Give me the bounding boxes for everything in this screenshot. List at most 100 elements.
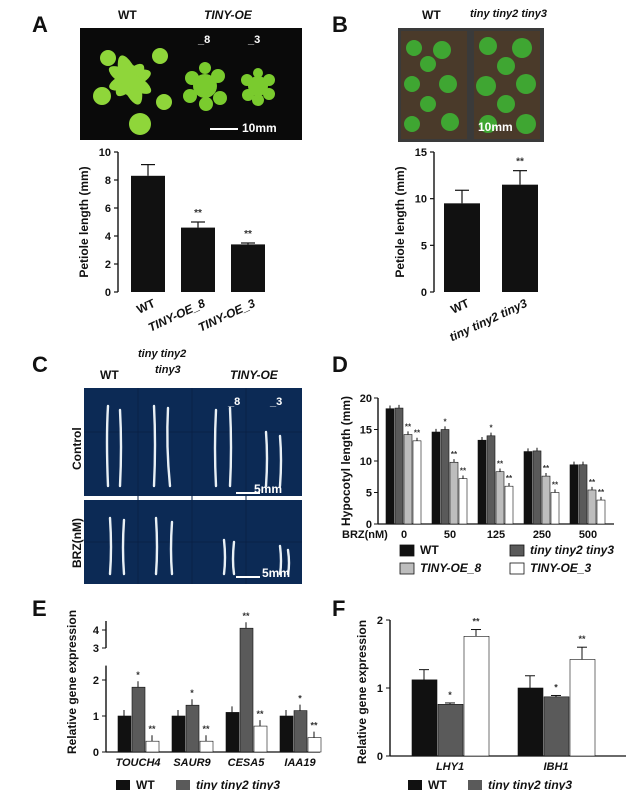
bar — [517, 687, 544, 757]
photo-c-wt-label: WT — [100, 368, 119, 382]
y-axis-label: Relative gene expression — [65, 610, 79, 754]
bar — [431, 431, 441, 525]
legend-label: TINY-OE_3 — [530, 561, 591, 575]
x-tick-label: TINY-OE_3 — [196, 296, 258, 335]
photo-a-oe-label: TINY-OE — [204, 8, 252, 22]
x-axis-label: BRZ(nM) — [342, 529, 388, 541]
bar — [578, 464, 588, 525]
significance-label: ** — [460, 466, 467, 475]
bar — [541, 475, 551, 525]
panel-letter-b: B — [332, 12, 348, 37]
significance-label: * — [443, 417, 447, 426]
significance-label: ** — [242, 611, 250, 621]
bar — [502, 184, 538, 292]
legend-swatch — [408, 780, 422, 790]
y-tick-label: 3 — [93, 643, 99, 655]
x-tick-label: 250 — [533, 529, 551, 541]
photo-c-oe-label: TINY-OE — [230, 368, 278, 382]
significance-label: * — [489, 424, 493, 433]
significance-label: ** — [310, 721, 318, 731]
significance-label: ** — [598, 488, 605, 497]
bar — [131, 686, 146, 753]
y-tick-label: 4 — [93, 625, 100, 637]
significance-label: * — [448, 690, 452, 700]
bar — [385, 408, 395, 525]
photo-c-row-control: Control — [70, 427, 84, 470]
photo-a-line8-label: _8 — [198, 34, 211, 46]
y-axis-label: Petiole length (mm) — [77, 166, 91, 277]
legend-swatch — [116, 780, 130, 790]
bar — [523, 451, 533, 525]
photo-a-rosettes: _8 _3 10mm — [80, 28, 302, 140]
y-tick-label: 2 — [105, 259, 111, 271]
legend-label: WT — [420, 543, 439, 557]
bar — [486, 435, 496, 525]
significance-label: ** — [202, 724, 210, 734]
x-tick-label: 125 — [487, 529, 505, 541]
bar — [293, 710, 308, 753]
significance-label: * — [136, 670, 140, 680]
y-tick-label: 1 — [377, 683, 383, 695]
y-tick-label: 20 — [360, 393, 372, 405]
y-tick-label: 0 — [421, 287, 427, 299]
bar — [279, 715, 294, 753]
bar — [117, 715, 132, 753]
photo-a-scale-label: 10mm — [242, 121, 277, 135]
significance-label: ** — [516, 157, 524, 168]
hypocotyl-image — [84, 388, 302, 584]
x-tick-label: CESA5 — [228, 757, 266, 769]
bar — [253, 725, 268, 753]
significance-label: ** — [543, 464, 550, 473]
bar — [145, 740, 160, 753]
panel-letter-d: D — [332, 352, 348, 377]
y-tick-label: 15 — [360, 425, 372, 437]
photo-c-hypocotyls: _8 _3 5mm 5mm — [84, 388, 302, 584]
legend-swatch — [399, 544, 415, 557]
bar — [171, 715, 186, 753]
bar — [199, 740, 214, 753]
y-tick-label: 1 — [93, 711, 99, 723]
bar — [437, 704, 464, 757]
trays-image — [401, 31, 540, 139]
bar — [225, 712, 240, 753]
photo-c-scale-2: 5mm — [262, 566, 291, 580]
legend-label: tiny tiny2 tiny3 — [488, 778, 572, 790]
y-tick-label: 6 — [105, 203, 111, 215]
x-tick-label: 500 — [579, 529, 597, 541]
significance-label: ** — [256, 709, 264, 719]
y-axis-label: Hypocotyl length (mm) — [340, 396, 353, 526]
x-tick-label: TOUCH4 — [115, 757, 160, 769]
significance-label: ** — [405, 422, 412, 431]
legend-label: tiny tiny2 tiny3 — [530, 543, 614, 557]
bar — [412, 440, 422, 525]
legend-label: TINY-OE_8 — [420, 561, 481, 575]
bar — [403, 434, 413, 525]
x-tick-label: WT — [448, 296, 471, 317]
bar — [587, 489, 597, 525]
bar — [532, 450, 542, 525]
y-tick-label: 0 — [105, 287, 111, 299]
x-tick-label: LHY1 — [436, 761, 464, 773]
bar — [307, 737, 322, 753]
bar — [440, 429, 450, 525]
significance-label: ** — [414, 429, 421, 438]
bar — [495, 471, 505, 525]
bar — [543, 696, 570, 757]
legend-swatch — [176, 780, 190, 790]
bar — [444, 203, 480, 292]
y-axis-label: Relative gene expression — [355, 620, 369, 764]
y-axis-label: Petiole length (mm) — [393, 166, 407, 277]
panel-letter-f: F — [332, 596, 346, 621]
x-tick-label: WT — [134, 296, 157, 317]
photo-c-scale-1: 5mm — [254, 482, 283, 496]
panel-letter-a: A — [32, 12, 48, 37]
photo-c-tiny-label-1: tiny tiny2 — [138, 348, 187, 360]
legend-swatch — [468, 780, 482, 790]
significance-label: ** — [578, 634, 586, 644]
legend-label: tiny tiny2 tiny3 — [196, 778, 280, 790]
panel-letter-c: C — [32, 352, 48, 377]
photo-c-row-brz: BRZ(nM) — [70, 518, 84, 568]
x-tick-label: IBH1 — [543, 761, 568, 773]
